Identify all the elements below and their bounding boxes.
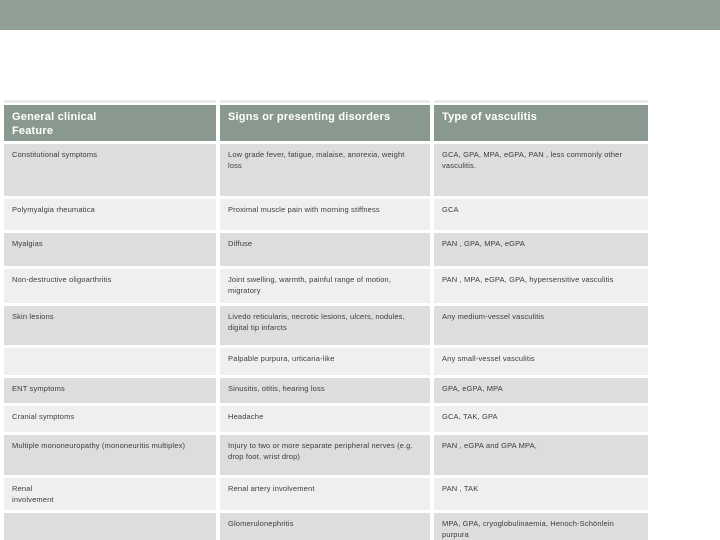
- header-signs-presenting-disorders: Signs or presenting disorders: [220, 105, 430, 141]
- table-row: ENT symptoms Sinusitis, otitis, hearing l…: [4, 378, 648, 403]
- table-row: Palpable purpura, urticaria-like Any smal…: [4, 348, 648, 375]
- table-row: Cranial symptoms Headache GCA, TAK, GPA: [4, 406, 648, 432]
- table-cell: [4, 512, 216, 540]
- table-header-row: General clinical Feature Signs or presen…: [4, 105, 648, 141]
- table-cell: Multiple mononeuropathy (mononeuritis mu…: [4, 435, 216, 475]
- table-top-border-segment: [434, 100, 648, 103]
- table-cell: Any small-vessel vasculitis: [434, 348, 648, 375]
- table-cell: Cranial symptoms: [4, 406, 216, 432]
- table-cell: Headache: [220, 406, 430, 432]
- table-row: Multiple mononeuropathy (mononeuritis mu…: [4, 435, 648, 475]
- table-cell: PAN , GPA, MPA, eGPA: [434, 233, 648, 266]
- table-cell: PAN , eGPA and GPA MPA,: [434, 435, 648, 475]
- table-row: Polymyalgia rheumatica Proximal muscle pa…: [4, 199, 648, 230]
- table-cell: Myalgias: [4, 233, 216, 266]
- table-cell: Sinusitis, otitis, hearing loss: [220, 378, 430, 403]
- table-row: Skin lesions Livedo reticularis, necrotic…: [4, 306, 648, 345]
- table-cell: Glomerulonephritis: [220, 512, 430, 540]
- table-cell: Non-destructive oligoarthritis: [4, 269, 216, 303]
- table-top-border: [4, 100, 648, 103]
- table-row: Constitutional symptoms Low grade fever, …: [4, 144, 648, 196]
- table-top-border-segment: [4, 100, 216, 103]
- table-cell: Livedo reticularis, necrotic lesions, ul…: [220, 306, 430, 345]
- table-cell: Constitutional symptoms: [4, 144, 216, 196]
- top-accent-bar: [0, 0, 720, 30]
- table-top-border-segment: [220, 100, 430, 103]
- table-row: Non-destructive oligoarthritis Joint swel…: [4, 269, 648, 303]
- header-type-of-vasculitis: Type of vasculitis: [434, 105, 648, 141]
- table-cell: Skin lesions: [4, 306, 216, 345]
- table-cell: Joint swelling, warmth, painful range of…: [220, 269, 430, 303]
- table-cell: Renal involvement: [4, 478, 216, 510]
- table-cell: GCA: [434, 199, 648, 230]
- vasculitis-table: General clinical Feature Signs or presen…: [4, 100, 648, 540]
- table-cell: MPA, GPA, cryoglobulinaemia, Henoch-Schö…: [434, 512, 648, 540]
- table-cell: Any medium-vessel vasculitis: [434, 306, 648, 345]
- table-cell: PAN , TAK: [434, 478, 648, 510]
- table-cell: PAN , MPA, eGPA, GPA, hypersensitive vas…: [434, 269, 648, 303]
- table-cell: [4, 348, 216, 375]
- table-cell: Renal artery involvement: [220, 478, 430, 510]
- table-cell: GCA, TAK, GPA: [434, 406, 648, 432]
- table-row: Renal involvement Renal artery involvemen…: [4, 478, 648, 510]
- table-body: Constitutional symptoms Low grade fever, …: [4, 144, 648, 540]
- table-cell: Polymyalgia rheumatica: [4, 199, 216, 230]
- table-row: Glomerulonephritis MPA, GPA, cryoglobulin…: [4, 512, 648, 540]
- table-cell: Low grade fever, fatigue, malaise, anore…: [220, 144, 430, 196]
- table-cell: ENT symptoms: [4, 378, 216, 403]
- table-cell: GPA, eGPA, MPA: [434, 378, 648, 403]
- header-general-clinical-feature: General clinical Feature: [4, 105, 216, 141]
- table-cell: Palpable purpura, urticaria-like: [220, 348, 430, 375]
- table-cell: Injury to two or more separate periphera…: [220, 435, 430, 475]
- table-row: Myalgias Diffuse PAN , GPA, MPA, eGPA: [4, 233, 648, 266]
- table-cell: Proximal muscle pain with morning stiffn…: [220, 199, 430, 230]
- table-cell: GCA, GPA, MPA, eGPA, PAN , less commonly…: [434, 144, 648, 196]
- table-cell: Diffuse: [220, 233, 430, 266]
